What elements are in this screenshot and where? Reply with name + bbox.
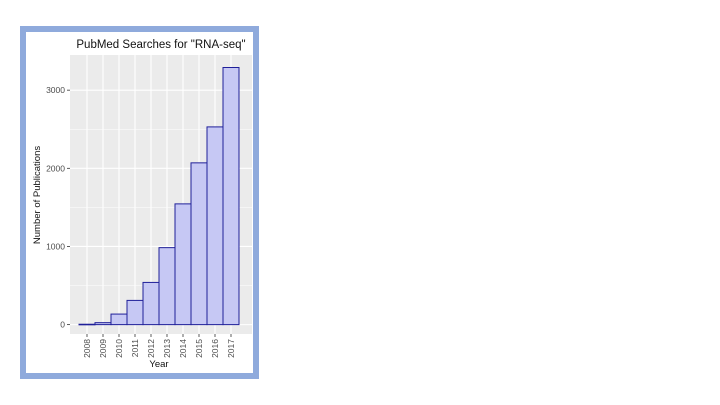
- chart-frame: 0 1000 2000 3000 2008 2009 2010 2011 2012 2013 20…: [20, 26, 259, 379]
- bar-2011: [126, 299, 144, 326]
- bar-2015: [190, 162, 208, 326]
- x-tick-label: 2015: [194, 339, 204, 358]
- x-tick-label: 2017: [226, 339, 236, 358]
- x-tick-label: 2016: [210, 339, 220, 358]
- chart-title: PubMed Searches for "RNA-seq": [76, 39, 245, 51]
- x-tick-label: 2010: [114, 339, 124, 358]
- y-axis-title: Number of Publications: [32, 146, 43, 244]
- bars: [78, 67, 240, 326]
- bar-2010: [110, 313, 128, 326]
- bar-2013: [158, 247, 176, 326]
- y-tick-label: 1000: [46, 241, 65, 251]
- bar-2017: [222, 67, 240, 326]
- y-tick-label: 2000: [46, 163, 65, 173]
- x-tick-label: 2014: [178, 339, 188, 358]
- y-tick-label: 3000: [46, 85, 65, 95]
- bar-2016: [206, 126, 224, 326]
- x-tick-label: 2008: [82, 339, 92, 358]
- x-axis-title: Year: [149, 359, 168, 370]
- bar-2014: [174, 203, 192, 326]
- x-tick-label: 2013: [162, 339, 172, 358]
- bar-2012: [142, 281, 160, 326]
- y-axis: 0 1000 2000 3000: [46, 85, 70, 330]
- x-tick-label: 2009: [98, 339, 108, 358]
- x-axis: 2008 2009 2010 2011 2012 2013 2014 2015 2016 2017: [82, 334, 236, 358]
- y-tick-label: 0: [60, 320, 65, 330]
- x-tick-label: 2011: [130, 339, 140, 358]
- x-tick-label: 2012: [146, 339, 156, 358]
- bar-2008: [78, 323, 96, 326]
- bar-2009: [94, 322, 112, 326]
